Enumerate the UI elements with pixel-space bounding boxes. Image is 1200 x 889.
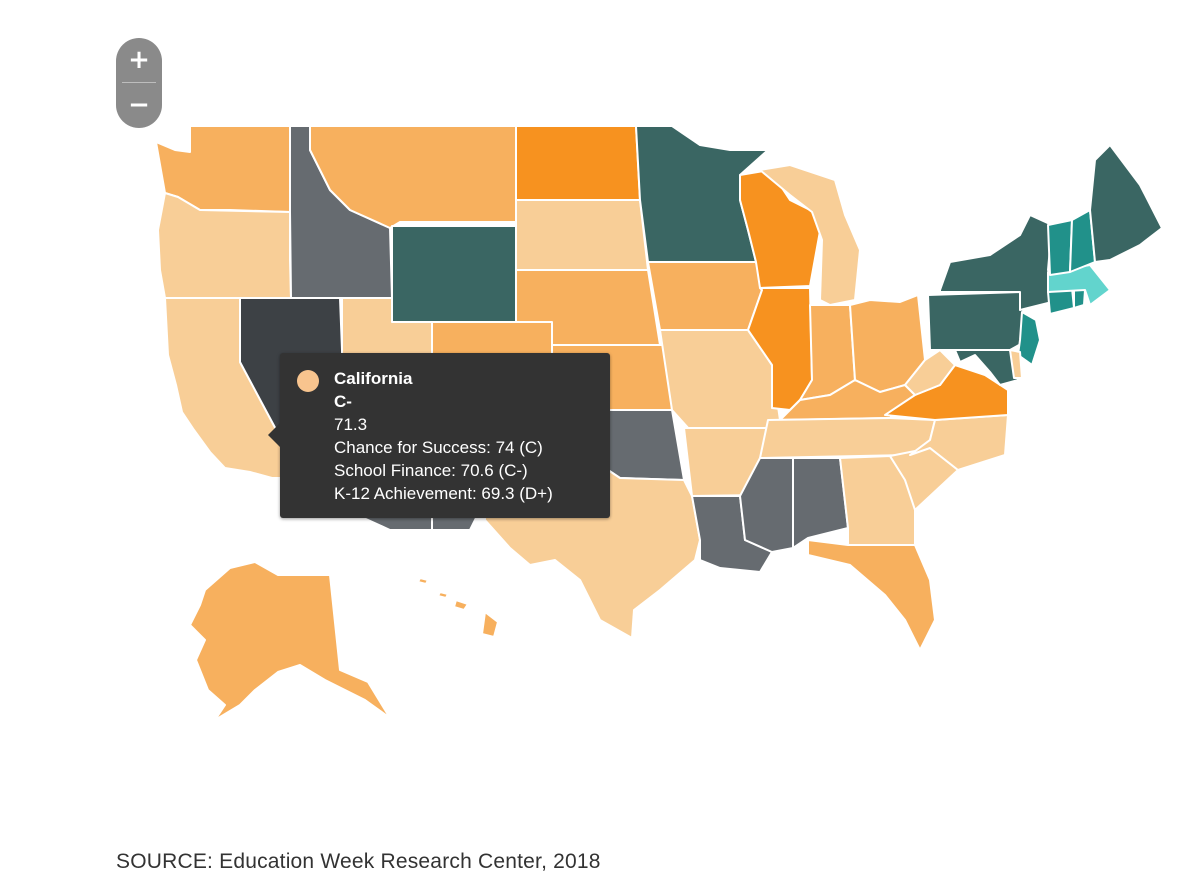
tooltip-chance-for-success: Chance for Success: 74 (C) [334, 438, 543, 457]
state-new-jersey[interactable] [1017, 311, 1041, 366]
zoom-control: + − [116, 38, 162, 128]
state-south-dakota[interactable] [515, 199, 649, 271]
state-north-carolina[interactable] [909, 414, 1009, 471]
state-vermont[interactable] [1047, 219, 1073, 276]
legend-dot-icon [297, 370, 319, 392]
state-delaware[interactable] [1009, 349, 1023, 379]
state-pennsylvania[interactable] [927, 291, 1029, 351]
tooltip-arrow [268, 423, 280, 447]
tooltip-school-finance: School Finance: 70.6 (C-) [334, 461, 528, 480]
zoom-out-button[interactable]: − [128, 90, 150, 120]
state-alabama[interactable] [792, 457, 849, 549]
tooltip-state-name: California [334, 369, 413, 388]
state-tooltip: California C- 71.3 Chance for Success: 7… [268, 353, 610, 518]
state-wyoming[interactable] [391, 225, 517, 323]
state-alaska[interactable] [189, 561, 391, 721]
state-texas[interactable] [484, 424, 701, 639]
state-west-virginia[interactable] [904, 349, 956, 396]
source-note: SOURCE: Education Week Research Center, … [116, 850, 601, 873]
state-maine[interactable] [1089, 144, 1163, 263]
zoom-divider [122, 82, 156, 83]
tooltip-score: 71.3 [334, 415, 368, 434]
tooltip-grade: C- [334, 392, 352, 411]
state-hawaii[interactable] [417, 577, 499, 638]
state-florida[interactable] [807, 539, 936, 651]
state-iowa[interactable] [647, 261, 763, 331]
zoom-in-button[interactable]: + [128, 45, 150, 75]
state-michigan[interactable] [759, 164, 861, 306]
tooltip-k12-achievement: K-12 Achievement: 69.3 (D+) [334, 484, 553, 503]
state-north-dakota[interactable] [515, 125, 641, 201]
